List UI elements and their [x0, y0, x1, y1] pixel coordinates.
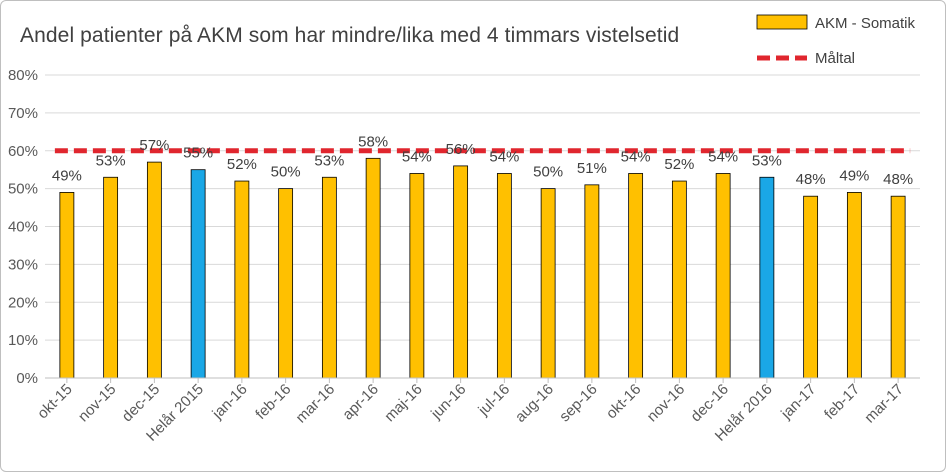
data-label: 57% — [139, 137, 169, 154]
x-tick-label: nov-15 — [75, 381, 119, 425]
bar — [846, 192, 862, 379]
data-label: 52% — [227, 156, 257, 173]
x-tick-label: jun-16 — [427, 381, 469, 423]
y-tick-label: 20% — [8, 294, 38, 311]
bar — [803, 195, 819, 379]
y-tick-label: 40% — [8, 219, 38, 236]
x-tick-label: okt-16 — [603, 381, 645, 423]
x-tick-label: jan-17 — [777, 381, 819, 423]
data-label: 52% — [664, 156, 694, 173]
data-label: 48% — [883, 171, 913, 188]
data-label: 48% — [796, 171, 826, 188]
data-label: 53% — [314, 152, 344, 169]
y-axis: 0% 10% 20% 30% 40% 50% 60% 70% 80% — [8, 67, 38, 387]
x-tick-label: feb-16 — [252, 381, 294, 423]
bar — [103, 176, 119, 379]
y-tick-label: 10% — [8, 332, 38, 349]
y-tick-label: 80% — [8, 67, 38, 84]
data-label: 53% — [752, 152, 782, 169]
chart-title: Andel patienter på AKM som har mindre/li… — [20, 24, 680, 47]
y-tick-label: 0% — [16, 370, 38, 387]
bar — [365, 157, 381, 379]
x-tick-label: sep-16 — [556, 381, 600, 425]
legend-swatch-akm — [756, 14, 808, 30]
data-labels: 49% 53% 57% 55% 52% 50% 53% 58% 54% 56% 54% 50% 51% 5… — [52, 133, 913, 188]
data-label: 49% — [839, 167, 869, 184]
bar — [540, 188, 556, 379]
y-tick-label: 50% — [8, 181, 38, 198]
bar — [190, 169, 206, 379]
x-tick-label: nov-16 — [644, 381, 688, 425]
legend-label-akm: AKM - Somatik — [815, 15, 916, 32]
data-label: 54% — [708, 148, 738, 165]
gridlines — [45, 74, 920, 341]
y-tick-label: 70% — [8, 105, 38, 122]
y-tick-label: 60% — [8, 143, 38, 160]
data-label: 54% — [489, 148, 519, 165]
y-tick-label: 30% — [8, 256, 38, 273]
data-label: 54% — [402, 148, 432, 165]
data-label: 56% — [446, 141, 476, 158]
bar — [321, 176, 337, 379]
x-tick-label: mar-17 — [861, 381, 907, 427]
bars — [59, 157, 906, 379]
x-tick-label: mar-16 — [293, 381, 339, 427]
bar — [146, 161, 162, 379]
x-tick-label: jul-16 — [475, 381, 514, 420]
bar — [715, 173, 731, 379]
x-tick-label: apr-16 — [339, 381, 382, 424]
bar — [496, 173, 512, 379]
bar — [409, 173, 425, 379]
bar — [890, 195, 906, 379]
data-label: 49% — [52, 167, 82, 184]
data-label: 55% — [183, 145, 213, 162]
data-label: 53% — [96, 152, 126, 169]
data-label: 54% — [621, 148, 651, 165]
x-tick-label: jan-16 — [208, 381, 250, 423]
data-label: 50% — [533, 164, 563, 181]
data-label: 50% — [271, 164, 301, 181]
bar — [584, 184, 600, 379]
x-tick-label: feb-17 — [821, 381, 863, 423]
bar — [671, 180, 687, 379]
data-label: 51% — [577, 160, 607, 177]
bar — [628, 173, 644, 379]
bar — [453, 165, 469, 379]
x-tick-label: okt-15 — [34, 381, 76, 423]
bar — [234, 180, 250, 379]
bar — [278, 188, 294, 379]
bar — [759, 176, 775, 379]
x-tick-label: aug-16 — [512, 381, 557, 426]
x-tick-label: maj-16 — [381, 381, 425, 425]
data-label: 58% — [358, 133, 388, 150]
bar — [59, 192, 75, 379]
legend: AKM - Somatik Måltal — [756, 14, 916, 67]
legend-label-target: Måltal — [815, 50, 855, 67]
